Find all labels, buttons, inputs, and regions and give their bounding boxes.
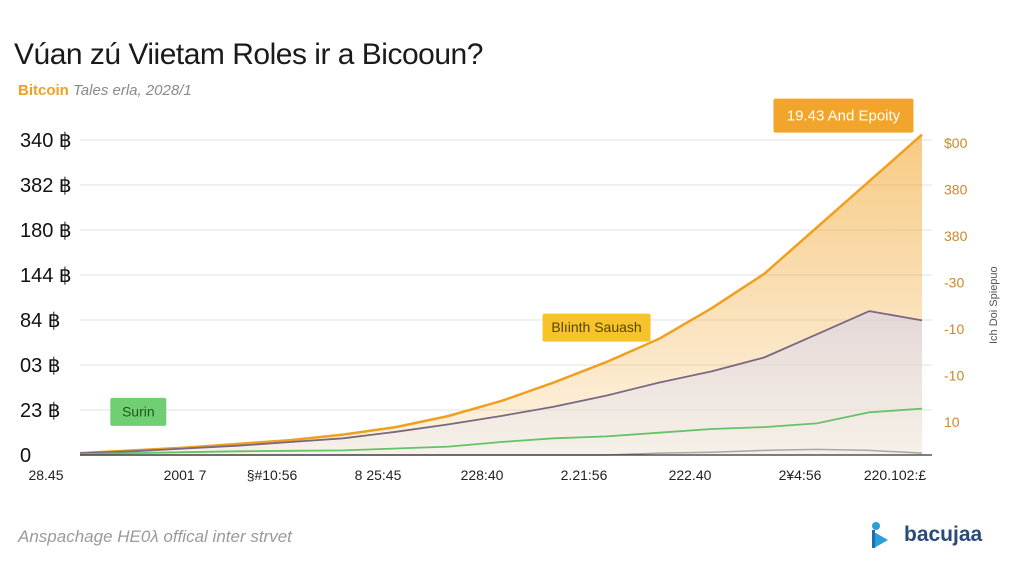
series-line xyxy=(79,310,923,454)
x-tick-label: 2001 7 xyxy=(164,467,207,483)
callout-box xyxy=(773,98,914,133)
y-tick-right: -10 xyxy=(944,321,964,337)
callout-box xyxy=(542,313,651,342)
x-tick-label: 8 25:45 xyxy=(355,467,402,483)
y-tick-left: 0 xyxy=(20,445,31,467)
y-tick-right: -10 xyxy=(944,368,964,384)
callout-label: 19.43 And Epoity xyxy=(787,108,901,125)
x-tick-label: 222.40 xyxy=(669,467,712,483)
y-tick-left: 84 ฿ xyxy=(20,310,61,332)
x-tick-label: 2.21:56 xyxy=(561,467,608,483)
x-tick-label: §#10:56 xyxy=(247,467,298,483)
chart-title: Vúan zú Viietam Roles ir a Bicooun? xyxy=(14,38,483,71)
y-tick-right: 10 xyxy=(944,414,960,430)
y-tick-left: 340 ฿ xyxy=(20,130,72,152)
callout-label: Surin xyxy=(122,404,155,420)
y-tick-right: -30 xyxy=(944,275,964,291)
brand-logo: bacujaa xyxy=(870,520,982,550)
x-tick-label: 228:40 xyxy=(461,467,504,483)
series-line xyxy=(79,133,923,455)
play-logo-icon xyxy=(872,522,888,548)
x-tick-label: 28.45 xyxy=(28,467,63,483)
series-line xyxy=(79,407,923,455)
y-tick-right: $00 xyxy=(944,135,968,151)
callout-box xyxy=(110,397,167,426)
y-tick-right: 380 xyxy=(944,228,968,244)
y-axis-label-right: Ich Doi Spiepuo xyxy=(988,266,1000,344)
y-tick-left: 23 ฿ xyxy=(20,400,61,422)
subtitle-brand: Bitcoin xyxy=(18,82,69,99)
callout-label: Blıinth Sauash xyxy=(551,319,641,335)
series-area xyxy=(80,311,922,455)
footer-caption: Anspachage HE0λ offical inter strvet xyxy=(18,527,292,546)
y-tick-left: 03 ฿ xyxy=(20,355,61,377)
subtitle-date: Tales erla, 2028/1 xyxy=(73,82,192,99)
x-tick-label: 2¥4:56 xyxy=(779,467,822,483)
y-tick-left: 180 ฿ xyxy=(20,220,72,242)
y-tick-right: 380 xyxy=(944,182,968,198)
y-tick-left: 144 ฿ xyxy=(20,265,72,287)
x-tick-label: 220.102:£ xyxy=(864,467,926,483)
logo-text: bacujaa xyxy=(904,523,983,546)
y-tick-left: 382 ฿ xyxy=(20,175,72,197)
chart-subtitle: Bitcoin Tales erla, 2028/1 xyxy=(18,82,192,99)
